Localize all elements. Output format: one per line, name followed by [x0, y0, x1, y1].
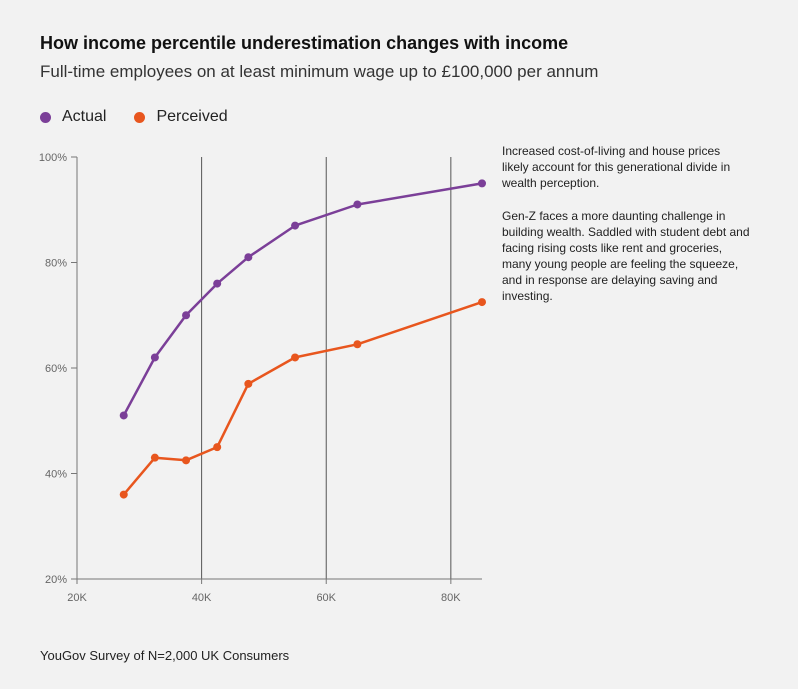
- y-tick-label-4: 100%: [39, 152, 67, 164]
- legend-label-perceived: Perceived: [156, 108, 228, 125]
- point-actual-2: [182, 311, 191, 320]
- legend-swatch-perceived: [134, 111, 146, 123]
- point-perceived-7: [478, 298, 486, 307]
- legend-item-actual: Actual: [40, 108, 106, 126]
- point-perceived-1: [150, 453, 159, 462]
- series-line-actual: [122, 182, 483, 417]
- point-actual-1: [150, 353, 159, 362]
- point-actual-3: [213, 279, 222, 288]
- point-actual-7: [478, 179, 486, 188]
- x-tick-label-3: 80K: [441, 592, 461, 604]
- y-tick-label-2: 60%: [45, 363, 67, 375]
- point-actual-6: [353, 200, 362, 209]
- x-tick-label-1: 40K: [192, 592, 212, 604]
- annotation-paragraph-1: Increased cost-of-living and house price…: [502, 144, 731, 190]
- y-tick-label-1: 40%: [45, 469, 67, 481]
- y-tick-label-0: 20%: [45, 574, 67, 586]
- chart-subtitle: Full-time employees on at least minimum …: [40, 62, 599, 81]
- point-perceived-3: [213, 443, 222, 452]
- chart-title: How income percentile underestimation ch…: [40, 33, 569, 53]
- point-actual-5: [291, 221, 300, 230]
- point-actual-4: [244, 253, 253, 262]
- point-perceived-2: [182, 456, 191, 465]
- annotation-text: Increased cost-of-living and house price…: [502, 143, 750, 321]
- point-perceived-5: [291, 353, 300, 362]
- y-tick-label-3: 80%: [45, 258, 67, 270]
- legend-swatch-actual: [40, 111, 51, 123]
- source-note: YouGov Survey of N=2,000 UK Consumers: [40, 648, 290, 663]
- legend-item-perceived: Perceived: [134, 108, 228, 126]
- x-tick-label-0: 20K: [67, 592, 87, 604]
- x-tick-label-2: 60K: [316, 592, 336, 604]
- point-actual-0: [119, 411, 128, 420]
- point-perceived-6: [353, 340, 362, 349]
- series-line-perceived: [122, 300, 483, 496]
- legend: Actual Perceived: [40, 108, 256, 126]
- point-perceived-0: [119, 490, 128, 499]
- legend-label-actual: Actual: [62, 108, 107, 125]
- point-perceived-4: [244, 379, 253, 388]
- annotation-paragraph-2: Gen-Z faces a more daunting challenge in…: [502, 209, 750, 303]
